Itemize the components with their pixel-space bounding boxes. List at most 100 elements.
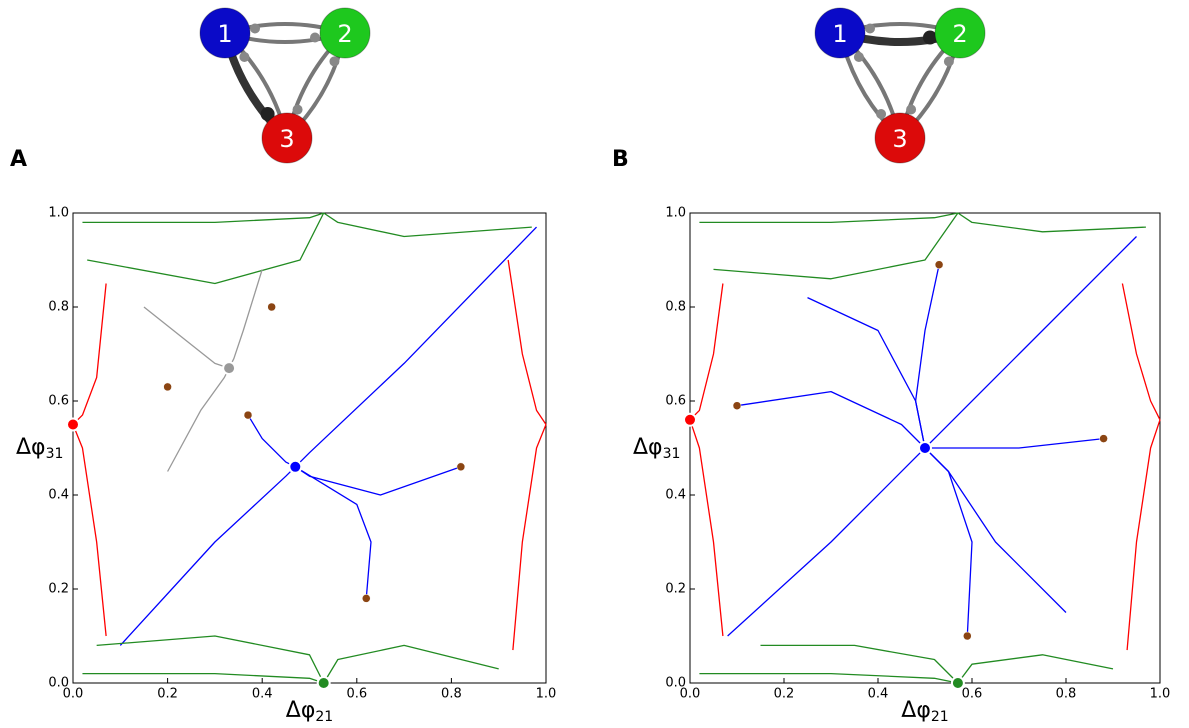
x-tick-label: 0.6 bbox=[962, 687, 983, 702]
x-tick-label: 0.0 bbox=[680, 687, 701, 702]
y-tick-label: 1.0 bbox=[665, 206, 686, 221]
trajectory bbox=[807, 297, 926, 449]
x-axis-label-sub: 21 bbox=[931, 709, 949, 725]
y-axis-label: Δφ31 bbox=[16, 435, 63, 462]
trajectory bbox=[727, 447, 926, 637]
coupling-knob bbox=[310, 32, 320, 43]
trajectory bbox=[72, 424, 107, 637]
trajectory bbox=[87, 212, 325, 285]
trajectory bbox=[294, 226, 538, 468]
y-axis-label-sub: 31 bbox=[663, 446, 681, 462]
y-tick-label: 0.6 bbox=[665, 394, 686, 409]
trajectory bbox=[1126, 419, 1161, 651]
y-axis-label-main: Δφ bbox=[633, 435, 663, 460]
saddle-point bbox=[456, 462, 466, 472]
x-tick-label: 0.2 bbox=[774, 687, 795, 702]
x-axis-label-sub: 21 bbox=[315, 709, 333, 725]
trajectory bbox=[699, 672, 959, 684]
trajectory bbox=[323, 644, 499, 684]
x-axis-label: Δφ21 bbox=[901, 698, 948, 725]
trajectory bbox=[119, 466, 296, 646]
x-tick-label: 0.4 bbox=[252, 687, 273, 702]
coupling-knob bbox=[943, 56, 954, 67]
saddle-point bbox=[1099, 434, 1108, 443]
trajectory bbox=[72, 283, 107, 425]
stable-fixed-point bbox=[683, 412, 697, 427]
stable-fixed-point bbox=[288, 459, 303, 474]
panel-label: B bbox=[612, 147, 629, 172]
plot-frame bbox=[689, 212, 1161, 684]
x-axis-label-main: Δφ bbox=[901, 698, 931, 723]
node-label: 2 bbox=[952, 20, 967, 48]
stable-fixed-point bbox=[316, 676, 331, 690]
trajectory bbox=[689, 283, 724, 421]
trajectory bbox=[1121, 283, 1161, 421]
node-label: 3 bbox=[279, 125, 294, 153]
trajectory bbox=[689, 419, 724, 637]
trajectory bbox=[294, 466, 462, 496]
trajectory bbox=[228, 269, 263, 369]
y-tick-label: 0.4 bbox=[665, 488, 686, 503]
trajectory bbox=[96, 635, 325, 684]
y-tick-label: 0.8 bbox=[48, 300, 69, 315]
network-node bbox=[319, 7, 371, 59]
saddle-point bbox=[963, 631, 972, 641]
y-tick-label: 0.4 bbox=[48, 488, 69, 503]
network-node bbox=[814, 7, 866, 59]
trajectory bbox=[247, 414, 296, 468]
coupling-knob bbox=[865, 23, 875, 34]
trajectory bbox=[323, 212, 532, 238]
trajectory bbox=[760, 644, 959, 684]
y-axis-label-sub: 31 bbox=[46, 446, 64, 462]
saddle-point bbox=[362, 594, 371, 603]
node-label: 2 bbox=[337, 20, 352, 48]
trajectory bbox=[82, 212, 324, 224]
coupling-knob bbox=[292, 104, 303, 115]
x-tick-label: 0.8 bbox=[441, 687, 462, 702]
network-node bbox=[934, 7, 986, 59]
node-label: 1 bbox=[217, 20, 232, 48]
x-tick-label: 1.0 bbox=[536, 687, 557, 702]
stable-fixed-point bbox=[918, 441, 932, 455]
saddle-point bbox=[267, 302, 276, 312]
network-node bbox=[199, 7, 251, 59]
x-tick-label: 0.4 bbox=[868, 687, 889, 702]
trajectory bbox=[167, 367, 230, 472]
trajectory bbox=[507, 259, 547, 425]
trajectory bbox=[512, 424, 547, 651]
saddle-point bbox=[243, 410, 253, 420]
node-label: 3 bbox=[892, 125, 907, 153]
coupling-knob bbox=[260, 107, 275, 122]
trajectory bbox=[957, 654, 1114, 684]
y-tick-label: 0.0 bbox=[665, 676, 686, 691]
x-tick-label: 0.6 bbox=[346, 687, 367, 702]
y-axis-label: Δφ31 bbox=[633, 435, 680, 462]
coupling-knob bbox=[906, 104, 917, 115]
trajectory bbox=[924, 236, 1137, 449]
trajectory bbox=[294, 466, 372, 599]
y-tick-label: 0.8 bbox=[665, 300, 686, 315]
node-label: 1 bbox=[832, 20, 847, 48]
panel-label: A bbox=[10, 147, 27, 172]
saddle-point bbox=[934, 260, 944, 269]
trajectory bbox=[713, 212, 959, 280]
stable-fixed-point bbox=[950, 676, 965, 690]
network-node bbox=[261, 112, 313, 164]
x-tick-label: 1.0 bbox=[1150, 687, 1171, 702]
y-tick-label: 0.2 bbox=[48, 582, 69, 597]
x-tick-label: 0.0 bbox=[63, 687, 84, 702]
y-tick-label: 0.2 bbox=[665, 582, 686, 597]
y-axis-label-main: Δφ bbox=[16, 435, 46, 460]
coupling-knob bbox=[250, 23, 260, 34]
stable-fixed-point bbox=[222, 361, 237, 376]
plot-frame bbox=[72, 212, 547, 684]
saddle-point bbox=[163, 382, 172, 392]
coupling-knob bbox=[853, 52, 864, 63]
coupling-knob bbox=[329, 56, 340, 67]
trajectory bbox=[924, 447, 973, 637]
trajectory bbox=[924, 447, 1067, 613]
trajectory bbox=[925, 437, 1104, 449]
stable-fixed-point bbox=[66, 417, 80, 432]
y-tick-label: 0.6 bbox=[48, 394, 69, 409]
